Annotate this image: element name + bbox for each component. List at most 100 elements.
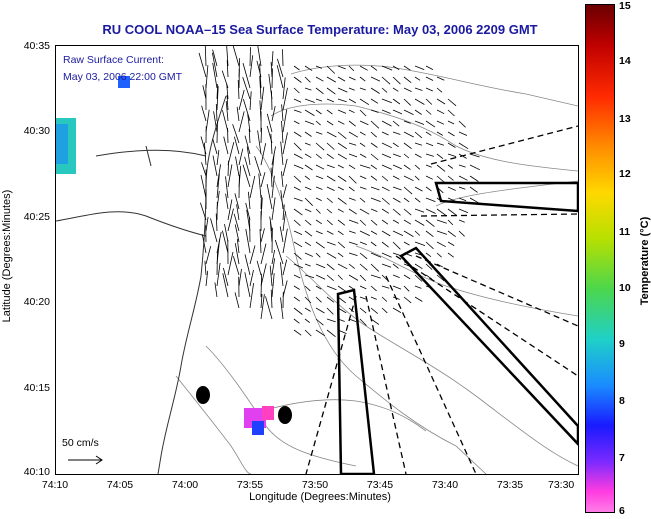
current-vector	[212, 62, 218, 89]
colorbar-tick: 8	[619, 395, 625, 407]
current-vector	[436, 109, 445, 115]
current-vector	[293, 263, 304, 269]
xtick-label: 73:30	[548, 479, 575, 491]
current-vector	[216, 262, 221, 287]
xtick-label: 73:40	[431, 479, 459, 491]
current-vector	[282, 87, 288, 111]
current-vector	[210, 218, 218, 243]
current-vector	[370, 175, 378, 181]
current-vector	[403, 296, 412, 304]
current-vector	[403, 65, 411, 71]
current-vector	[436, 241, 446, 248]
current-vector	[370, 208, 378, 212]
current-vector	[271, 273, 275, 298]
current-vector	[425, 153, 435, 157]
current-vector	[403, 131, 414, 138]
current-vector	[348, 186, 355, 192]
current-vector	[348, 98, 356, 104]
current-vector	[293, 230, 303, 235]
current-vector	[257, 130, 262, 155]
current-vector	[304, 219, 312, 226]
current-vector	[403, 164, 411, 170]
current-vector	[436, 230, 448, 235]
current-vector	[370, 120, 380, 129]
current-vector	[326, 175, 336, 182]
current-vector	[447, 142, 456, 148]
current-vector	[392, 131, 401, 135]
current-vector	[348, 164, 356, 170]
current-vector	[238, 268, 242, 287]
current-vector	[392, 98, 401, 105]
current-vector	[304, 109, 315, 116]
current-vector	[359, 87, 366, 91]
current-vector	[337, 153, 348, 160]
current-vector	[282, 109, 288, 133]
current-vector	[337, 208, 344, 213]
map-plot-area[interactable]	[55, 45, 579, 475]
current-vector	[414, 76, 421, 81]
current-vector	[414, 98, 425, 105]
current-vector	[469, 175, 479, 182]
current-vector	[436, 76, 445, 81]
current-vector	[348, 175, 357, 184]
current-vector	[392, 153, 401, 158]
current-vector	[304, 65, 313, 71]
current-vector	[370, 274, 381, 279]
current-vector	[205, 216, 209, 232]
current-vector	[282, 228, 288, 254]
current-vector	[304, 307, 311, 312]
current-vector	[337, 109, 347, 114]
current-vector	[280, 297, 284, 320]
current-vector	[293, 65, 300, 71]
current-vector	[370, 296, 377, 300]
current-vector	[246, 146, 251, 166]
current-vector	[266, 184, 273, 210]
current-vector	[348, 65, 355, 72]
current-vector	[458, 230, 465, 237]
current-vector	[447, 230, 456, 238]
xtick-label: 74:05	[106, 479, 134, 491]
current-vector	[359, 76, 366, 82]
colorbar-tick: 15	[619, 0, 631, 12]
current-vector	[436, 219, 447, 224]
current-vector	[381, 175, 389, 182]
current-vector	[458, 186, 466, 190]
current-vector	[370, 252, 382, 258]
current-vector	[260, 293, 263, 309]
current-vector	[242, 62, 251, 89]
current-vector	[282, 280, 288, 298]
current-vector	[381, 263, 392, 268]
current-vector	[392, 219, 400, 224]
current-vector	[458, 131, 468, 136]
current-vector	[425, 208, 436, 214]
current-vector	[237, 79, 240, 100]
current-vector	[238, 89, 245, 111]
current-vector	[260, 243, 267, 265]
current-vector	[447, 241, 455, 246]
current-vector	[381, 164, 392, 170]
current-vector	[370, 219, 378, 226]
current-vector	[392, 208, 401, 216]
current-vector	[293, 131, 302, 137]
current-vector	[216, 121, 218, 144]
current-vector	[359, 230, 370, 236]
current-vector	[271, 106, 276, 122]
x-axis-label: Longitude (Degrees:Minutes)	[249, 491, 391, 503]
current-vector	[293, 142, 302, 151]
coastline	[56, 95, 227, 474]
current-vector	[337, 197, 347, 205]
current-vector	[293, 296, 301, 302]
current-vector	[216, 83, 219, 100]
current-vector	[293, 98, 302, 103]
current-vector	[326, 197, 333, 204]
current-vector	[212, 138, 218, 155]
current-vector	[282, 259, 288, 276]
current-vector	[381, 241, 389, 248]
current-vector	[215, 213, 218, 232]
map-canvas	[56, 46, 578, 474]
current-vector	[282, 132, 288, 155]
current-vector	[425, 76, 434, 81]
current-vector	[359, 175, 367, 180]
current-vector	[260, 294, 265, 320]
current-vector	[326, 98, 335, 103]
